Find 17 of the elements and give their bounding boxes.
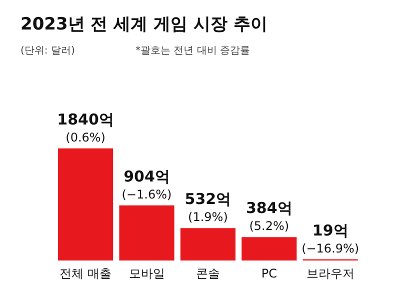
bar <box>58 148 114 260</box>
chart-title: 2023년 전 세계 게임 시장 추이 <box>20 14 268 34</box>
bar <box>119 205 174 260</box>
bar <box>242 237 297 260</box>
text: *괄호는 전년 대비 증감률 <box>136 46 250 56</box>
data-label: 384억 (5.2%) <box>246 199 292 234</box>
x-tick-label: 브라우저 <box>306 266 354 280</box>
x-tick-label: 모바일 <box>128 266 165 280</box>
x-tick-label: 전체 매출 <box>60 266 112 280</box>
data-label: 904억 (−1.6%) <box>122 167 172 202</box>
chart-subtitle: (단위: 달러) <box>20 46 75 56</box>
data-label: 1840억 (0.6%) <box>57 110 114 144</box>
x-tick-label: 콘솔 <box>196 266 220 280</box>
bar <box>180 228 236 260</box>
x-tick-label: PC <box>261 266 277 280</box>
data-label: 19억 (−16.9%) <box>302 221 360 256</box>
data-label: 532억 (1.9%) <box>184 190 232 224</box>
